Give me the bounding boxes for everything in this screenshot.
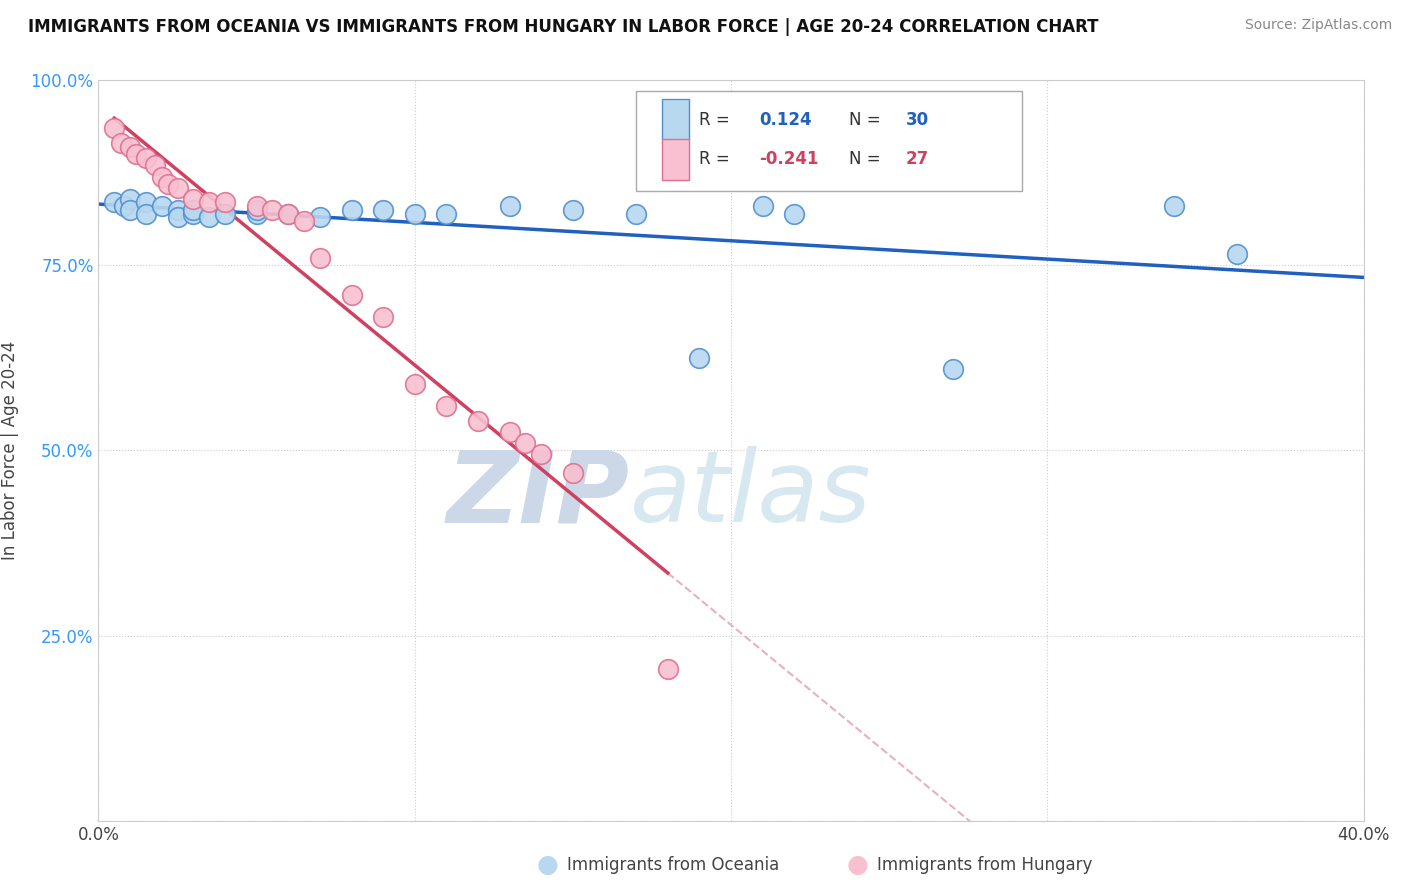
Point xyxy=(340,288,363,302)
Point xyxy=(783,206,806,220)
Text: Source: ZipAtlas.com: Source: ZipAtlas.com xyxy=(1244,18,1392,32)
Text: Immigrants from Oceania: Immigrants from Oceania xyxy=(567,856,779,874)
Point xyxy=(246,206,269,220)
Point xyxy=(436,206,458,220)
Point xyxy=(150,199,173,213)
Point xyxy=(688,351,710,365)
Text: ●: ● xyxy=(537,853,558,877)
Text: IMMIGRANTS FROM OCEANIA VS IMMIGRANTS FROM HUNGARY IN LABOR FORCE | AGE 20-24 CO: IMMIGRANTS FROM OCEANIA VS IMMIGRANTS FR… xyxy=(28,18,1098,36)
Point xyxy=(166,180,188,194)
Point xyxy=(340,202,363,217)
Point xyxy=(103,121,125,136)
Point xyxy=(404,376,426,391)
Point xyxy=(145,158,166,172)
Text: Immigrants from Hungary: Immigrants from Hungary xyxy=(877,856,1092,874)
Point xyxy=(262,202,284,217)
FancyBboxPatch shape xyxy=(661,139,689,180)
Point xyxy=(309,211,332,225)
Point xyxy=(498,199,520,213)
Point xyxy=(657,662,679,676)
Point xyxy=(120,192,141,206)
Point xyxy=(150,169,173,184)
Point xyxy=(436,399,458,413)
Point xyxy=(751,199,773,213)
Point xyxy=(515,436,537,450)
Point xyxy=(309,251,332,265)
Point xyxy=(561,466,585,480)
Point xyxy=(277,206,299,220)
Point xyxy=(135,195,157,210)
Text: R =: R = xyxy=(699,151,735,169)
Text: atlas: atlas xyxy=(630,446,872,543)
Point xyxy=(166,202,188,217)
Text: N =: N = xyxy=(849,151,886,169)
Point xyxy=(624,206,647,220)
Point xyxy=(467,414,489,428)
Point xyxy=(157,177,180,191)
Point xyxy=(183,206,205,220)
Point xyxy=(135,206,157,220)
FancyBboxPatch shape xyxy=(661,99,689,140)
Point xyxy=(277,206,299,220)
Point xyxy=(246,199,269,213)
Point xyxy=(214,206,236,220)
Point xyxy=(103,195,125,210)
Point xyxy=(292,214,315,228)
Point xyxy=(214,195,236,210)
Text: 27: 27 xyxy=(905,151,929,169)
Point xyxy=(125,147,148,161)
Point xyxy=(371,310,394,325)
Point xyxy=(112,199,135,213)
Point xyxy=(530,447,553,461)
Text: ●: ● xyxy=(846,853,869,877)
Point xyxy=(198,211,221,225)
Point xyxy=(110,136,132,151)
Point xyxy=(942,362,965,376)
Y-axis label: In Labor Force | Age 20-24: In Labor Force | Age 20-24 xyxy=(1,341,20,560)
Point xyxy=(120,202,141,217)
Point xyxy=(183,202,205,217)
Text: 30: 30 xyxy=(905,111,929,128)
Point xyxy=(1226,247,1249,261)
Text: -0.241: -0.241 xyxy=(759,151,818,169)
Text: ZIP: ZIP xyxy=(447,446,630,543)
Text: N =: N = xyxy=(849,111,886,128)
Text: 0.124: 0.124 xyxy=(759,111,811,128)
Point xyxy=(120,140,141,154)
Text: R =: R = xyxy=(699,111,735,128)
Point xyxy=(371,202,394,217)
Point xyxy=(183,192,205,206)
Point xyxy=(246,202,269,217)
Point xyxy=(198,195,221,210)
Point xyxy=(1163,199,1185,213)
Point xyxy=(561,202,585,217)
Point xyxy=(498,425,520,439)
FancyBboxPatch shape xyxy=(636,91,1022,191)
Point xyxy=(404,206,426,220)
Point xyxy=(166,211,188,225)
Point xyxy=(135,151,157,165)
